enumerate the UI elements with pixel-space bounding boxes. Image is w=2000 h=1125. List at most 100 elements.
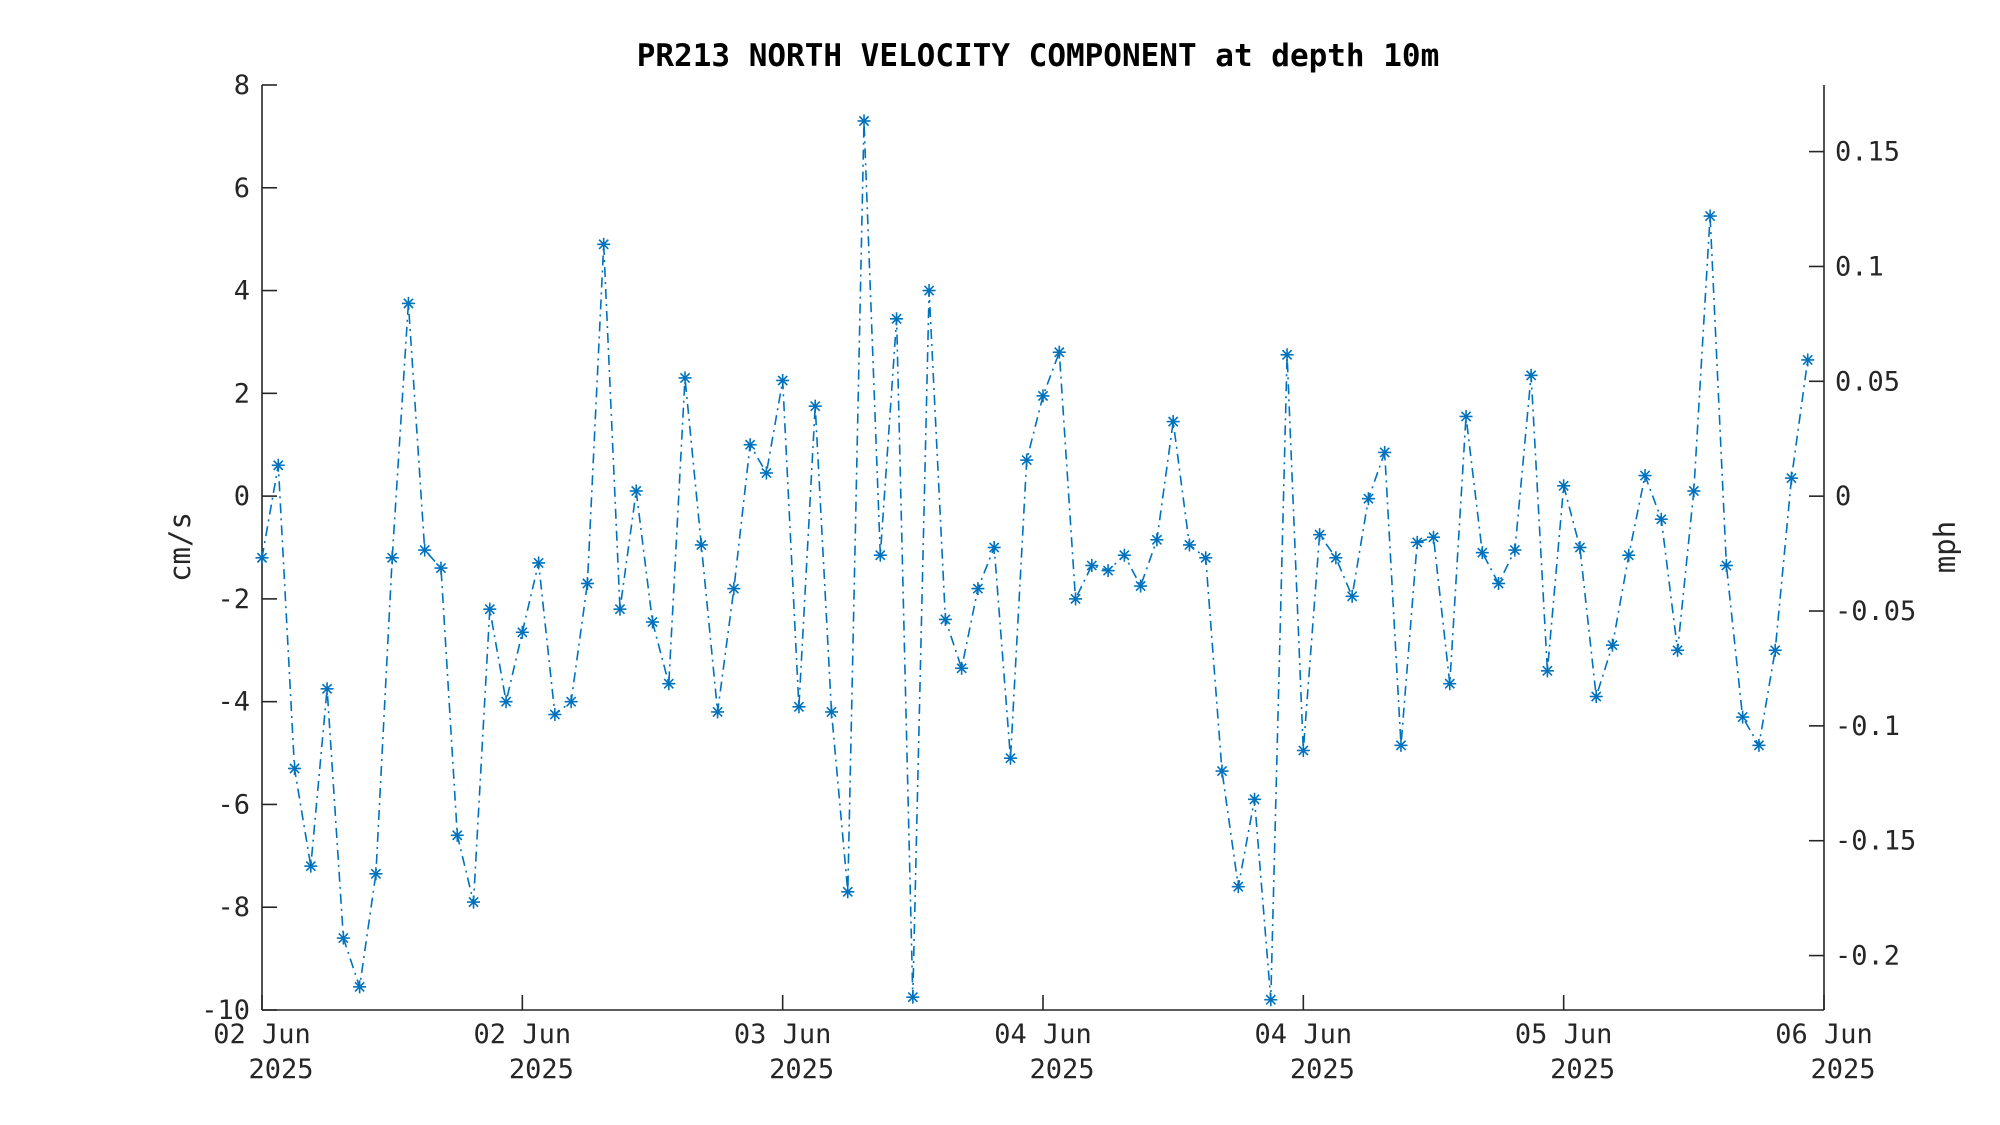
data-point bbox=[678, 371, 692, 385]
data-point bbox=[873, 548, 887, 562]
data-point bbox=[401, 296, 415, 310]
data-point bbox=[499, 695, 513, 709]
x-tick-label-date: 06 Jun bbox=[1775, 1019, 1873, 1050]
right-y-tick-label: 0.05 bbox=[1835, 366, 1900, 397]
data-point bbox=[1459, 409, 1473, 423]
right-y-tick-label: 0 bbox=[1835, 481, 1851, 512]
left-y-tick-label: -4 bbox=[217, 687, 250, 718]
data-point bbox=[1475, 546, 1489, 560]
data-point bbox=[1329, 551, 1343, 565]
data-point bbox=[955, 661, 969, 675]
data-point bbox=[1296, 743, 1310, 757]
data-point bbox=[320, 682, 334, 696]
data-point bbox=[1345, 589, 1359, 603]
left-y-tick-label: 2 bbox=[234, 378, 250, 409]
series-line bbox=[261, 120, 1809, 1000]
data-point bbox=[1443, 677, 1457, 691]
data-point bbox=[288, 761, 302, 775]
data-point bbox=[580, 576, 594, 590]
data-point bbox=[1784, 471, 1798, 485]
data-point bbox=[1199, 551, 1213, 565]
data-point bbox=[971, 582, 985, 596]
y-axis-label-right: mph bbox=[1928, 521, 1962, 573]
data-point bbox=[646, 615, 659, 629]
data-point bbox=[1589, 690, 1603, 704]
series-layer bbox=[255, 114, 1815, 1007]
data-point bbox=[1394, 738, 1408, 752]
data-point bbox=[1150, 533, 1164, 547]
data-point bbox=[1703, 209, 1717, 223]
data-point bbox=[369, 867, 383, 881]
x-tick-label-date: 05 Jun bbox=[1515, 1019, 1613, 1050]
right-y-tick-label: -0.1 bbox=[1835, 711, 1900, 742]
data-point bbox=[1361, 492, 1375, 506]
data-point bbox=[1182, 538, 1196, 552]
data-point bbox=[1801, 353, 1815, 367]
right-y-ticks: 0.15 0.1 0.05 0 -0.05 -0.1 -0.15 -0.2 bbox=[1809, 137, 1916, 972]
data-point bbox=[1231, 880, 1245, 894]
data-point bbox=[1654, 512, 1668, 526]
data-point bbox=[418, 543, 432, 557]
left-y-tick-label: 0 bbox=[234, 481, 250, 512]
x-tick-label-date: 03 Jun bbox=[734, 1019, 832, 1050]
x-tick-label-date: 04 Jun bbox=[1255, 1019, 1353, 1050]
left-y-ticks: 8 6 4 2 0 -2 -4 -6 -8 -10 bbox=[201, 70, 277, 1026]
data-point bbox=[450, 828, 464, 842]
data-point bbox=[1036, 389, 1050, 403]
data-point bbox=[515, 625, 529, 639]
data-point bbox=[987, 541, 1001, 554]
data-point bbox=[727, 582, 741, 596]
data-point bbox=[662, 677, 676, 691]
data-point bbox=[1557, 479, 1571, 493]
left-y-tick-label: 8 bbox=[234, 70, 250, 101]
right-y-tick-label: -0.15 bbox=[1835, 826, 1916, 857]
left-y-tick-label: 4 bbox=[234, 276, 250, 307]
data-point bbox=[1378, 445, 1392, 459]
x-tick-label-year: 2025 bbox=[1810, 1054, 1875, 1085]
y-axis-label-left: cm/s bbox=[163, 512, 197, 582]
data-point bbox=[304, 859, 318, 873]
left-y-tick-label: -2 bbox=[217, 584, 250, 615]
data-point bbox=[1248, 792, 1262, 806]
data-point bbox=[1134, 579, 1148, 593]
data-point bbox=[1052, 345, 1066, 359]
data-point bbox=[1166, 415, 1180, 429]
data-point bbox=[548, 708, 562, 722]
left-y-tick-label: -8 bbox=[217, 892, 250, 923]
data-point bbox=[1573, 541, 1587, 554]
data-point bbox=[532, 556, 546, 570]
x-tick-label-year: 2025 bbox=[509, 1054, 574, 1085]
data-point bbox=[1085, 558, 1099, 572]
data-point bbox=[564, 695, 578, 709]
data-point bbox=[694, 538, 708, 552]
data-point bbox=[1117, 548, 1131, 562]
data-point bbox=[1410, 535, 1424, 549]
x-tick-label-date: 02 Jun bbox=[474, 1019, 572, 1050]
data-point bbox=[597, 237, 611, 251]
x-tick-label-date: 02 Jun bbox=[213, 1019, 311, 1050]
x-tick-label-year: 2025 bbox=[1290, 1054, 1355, 1085]
right-y-tick-label: -0.2 bbox=[1835, 941, 1900, 972]
chart-title: PR213 NORTH VELOCITY COMPONENT at depth … bbox=[637, 38, 1440, 74]
data-point bbox=[1752, 738, 1766, 752]
x-tick-label-year: 2025 bbox=[769, 1054, 834, 1085]
x-tick-label-date: 04 Jun bbox=[994, 1019, 1092, 1050]
x-tick-label-year: 2025 bbox=[248, 1054, 313, 1085]
data-point bbox=[1003, 751, 1017, 765]
axes bbox=[261, 85, 1825, 1011]
data-point bbox=[271, 458, 285, 472]
data-point bbox=[808, 399, 822, 413]
data-point bbox=[1768, 643, 1782, 657]
data-point bbox=[841, 885, 855, 899]
data-point bbox=[467, 895, 481, 909]
data-point bbox=[1605, 638, 1619, 652]
data-point bbox=[1215, 764, 1229, 778]
x-ticks: 02 Jun 2025 02 Jun 2025 03 Jun 2025 04 Jun 2025… bbox=[213, 995, 1876, 1085]
data-point bbox=[336, 931, 350, 945]
data-point bbox=[1069, 592, 1083, 606]
data-point bbox=[613, 602, 627, 616]
data-point bbox=[1719, 558, 1733, 572]
data-point bbox=[906, 990, 920, 1004]
data-point bbox=[792, 700, 806, 714]
data-point bbox=[1492, 576, 1506, 590]
